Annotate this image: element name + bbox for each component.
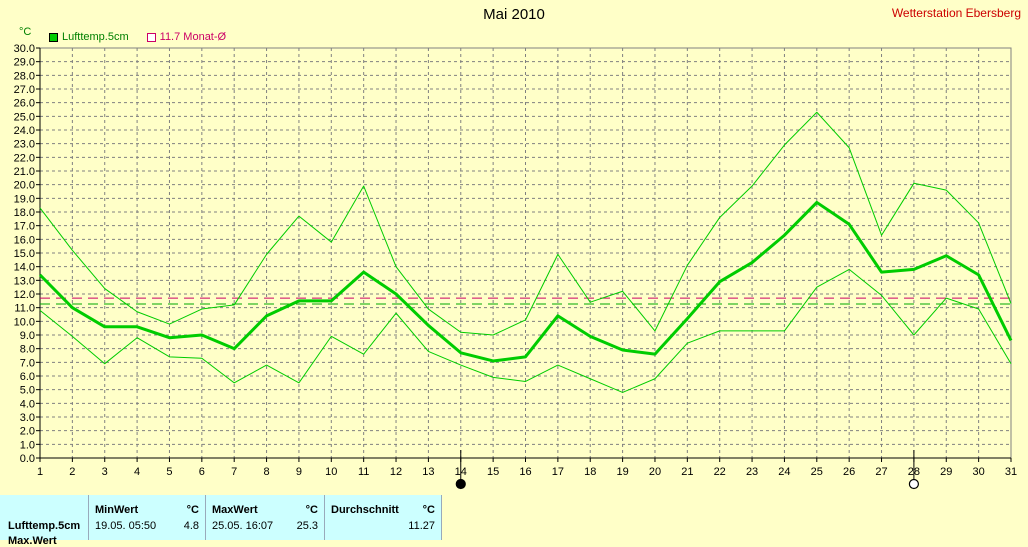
- temperature-chart: 0.01.02.03.04.05.06.07.08.09.010.011.012…: [14, 43, 1017, 490]
- open-day-marker: [908, 478, 920, 490]
- y-tick-label: 4.0: [20, 398, 35, 410]
- x-tick-label: 8: [264, 466, 270, 478]
- min-header: MinWert: [95, 504, 139, 516]
- stats-max-block: MaxWert °C 25.05. 16:07 25.3: [206, 495, 325, 540]
- legend-label-series: Lufttemp.5cm: [62, 31, 129, 43]
- x-tick-label: 15: [487, 466, 499, 478]
- x-axis-labels: 1 2 3 4 5 6 7 8 9 10 11 12 13 14 15 16 17 18 19 20 21 22 23 24 2…: [37, 466, 1017, 478]
- x-tick-label: 19: [616, 466, 628, 478]
- station-name: Wetterstation Ebersberg: [891, 6, 1021, 20]
- reference-lines: [40, 297, 1011, 305]
- y-tick-label: 12.0: [14, 289, 35, 301]
- x-tick-label: 27: [875, 466, 887, 478]
- stats-row-labels: Lufttemp.5cm Max.Wert: [0, 495, 89, 547]
- series-line-max: [39, 111, 1012, 336]
- y-tick-label: 14.0: [14, 262, 35, 274]
- y-tick-label: 30.0: [14, 43, 35, 55]
- legend-swatch-mean: [146, 32, 156, 42]
- series-lines: [38, 111, 1013, 393]
- x-tick-label: 31: [1005, 466, 1017, 478]
- x-tick-label: 13: [422, 466, 434, 478]
- stats-row-label: Lufttemp.5cm: [8, 520, 81, 532]
- x-tick-label: 29: [940, 466, 952, 478]
- y-tick-label: 8.0: [20, 344, 35, 356]
- x-tick-label: 16: [519, 466, 531, 478]
- y-tick-label: 23.0: [14, 139, 35, 151]
- max-header: MaxWert: [212, 504, 258, 516]
- y-tick-label: 1.0: [20, 439, 35, 451]
- x-tick-label: 4: [134, 466, 140, 478]
- x-tick-label: 21: [681, 466, 693, 478]
- y-axis-labels: 0.0 1.02.0 3.0 4.05.0 6.0 7.08.0 9.0 10.011.0 12…: [14, 43, 35, 465]
- filled-day-marker: [455, 478, 466, 490]
- y-tick-label: 20.0: [14, 180, 35, 192]
- y-tick-label: 26.0: [14, 98, 35, 110]
- y-tick-label: 9.0: [20, 330, 35, 342]
- y-tick-label: 29.0: [14, 57, 35, 69]
- x-tick-label: 17: [552, 466, 564, 478]
- y-tick-label: 27.0: [14, 84, 35, 96]
- y-tick-label: 18.0: [14, 207, 35, 219]
- y-tick-label: 15.0: [14, 248, 35, 260]
- min-unit: °C: [186, 504, 199, 516]
- y-tick-label: 13.0: [14, 275, 35, 287]
- stats-row-label-2: Max.Wert: [8, 535, 57, 547]
- max-time: 25.05. 16:07: [212, 520, 274, 532]
- x-tick-label: 3: [102, 466, 108, 478]
- y-axis-unit: °C: [19, 26, 32, 38]
- max-value: 25.3: [296, 520, 318, 532]
- y-tick-label: 3.0: [20, 412, 35, 424]
- avg-unit: °C: [422, 504, 435, 516]
- grid-lines: [36, 47, 1012, 462]
- x-tick-label: 9: [296, 466, 302, 478]
- x-tick-label: 23: [746, 466, 758, 478]
- y-tick-label: 2.0: [20, 426, 35, 438]
- x-tick-label: 10: [325, 466, 337, 478]
- day-markers: [455, 450, 920, 490]
- y-tick-label: 22.0: [14, 152, 35, 164]
- min-time: 19.05. 05:50: [95, 520, 157, 532]
- stats-avg-block: Durchschnitt °C 11.27: [325, 495, 442, 540]
- chart-title: Mai 2010: [483, 6, 545, 23]
- legend-label-mean: 11.7 Monat-Ø: [159, 31, 227, 43]
- y-tick-label: 10.0: [14, 316, 35, 328]
- y-tick-label: 24.0: [14, 125, 35, 137]
- x-tick-label: 20: [649, 466, 661, 478]
- stats-panel: Lufttemp.5cm Max.Wert MinWert °C 19.05. …: [0, 495, 1028, 547]
- x-tick-label: 2: [69, 466, 75, 478]
- x-tick-label: 6: [199, 466, 205, 478]
- series-line-min: [39, 268, 1012, 393]
- x-tick-label: 24: [778, 466, 790, 478]
- y-tick-label: 11.0: [14, 303, 35, 315]
- y-tick-label: 5.0: [20, 385, 35, 397]
- avg-header: Durchschnitt: [331, 504, 399, 516]
- y-tick-label: 19.0: [14, 193, 35, 205]
- y-tick-label: 17.0: [14, 221, 35, 233]
- y-tick-label: 25.0: [14, 111, 35, 123]
- max-unit: °C: [305, 504, 318, 516]
- y-tick-label: 7.0: [20, 357, 35, 369]
- y-tick-label: 0.0: [20, 453, 35, 465]
- x-tick-label: 18: [584, 466, 596, 478]
- x-tick-label: 25: [811, 466, 823, 478]
- x-tick-label: 1: [37, 466, 43, 478]
- x-tick-label: 11: [358, 466, 369, 478]
- avg-value: 11.27: [408, 520, 435, 532]
- x-tick-label: 30: [973, 466, 985, 478]
- legend-swatch-series: [49, 32, 58, 42]
- y-tick-label: 21.0: [14, 166, 35, 178]
- x-tick-label: 12: [390, 466, 402, 478]
- series-line-mean: [38, 200, 1013, 363]
- min-value: 4.8: [183, 520, 199, 532]
- x-tick-label: 7: [231, 466, 237, 478]
- y-tick-label: 28.0: [14, 70, 35, 82]
- legend: Lufttemp.5cm 11.7 Monat-Ø: [49, 31, 226, 43]
- y-tick-label: 16.0: [14, 234, 35, 246]
- x-tick-label: 5: [166, 466, 172, 478]
- stats-min-block: MinWert °C 19.05. 05:50 4.8: [89, 495, 206, 540]
- x-tick-label: 22: [714, 466, 726, 478]
- x-tick-label: 26: [843, 466, 855, 478]
- y-tick-label: 6.0: [20, 371, 35, 383]
